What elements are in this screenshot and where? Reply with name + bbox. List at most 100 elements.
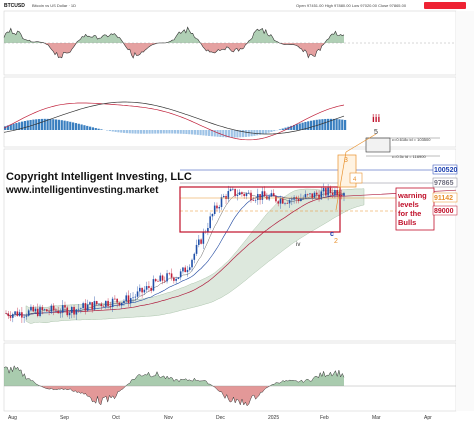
macd-bar <box>338 119 341 130</box>
symbol-title: BTCUSD <box>4 3 25 9</box>
tag-97865 <box>432 177 458 188</box>
rsi-fill-down <box>4 43 344 58</box>
candle-body <box>154 279 157 282</box>
candle-body <box>336 190 338 196</box>
rsi-line <box>3 26 345 59</box>
macd-bar <box>267 130 270 133</box>
macd-bar <box>327 118 330 130</box>
candle-body <box>14 311 16 315</box>
macd-bar <box>74 123 78 130</box>
candle-body <box>232 188 234 190</box>
macd-bar <box>151 130 154 134</box>
fib-top: c=0.618c id = 103500 <box>392 137 431 142</box>
macd-bar <box>193 130 197 135</box>
macd-bar <box>148 130 151 134</box>
axis-month-label: Feb <box>320 415 329 421</box>
osc-fill-down <box>4 386 344 406</box>
macd-bar <box>213 130 216 137</box>
macd-bar <box>315 119 318 130</box>
macd-bar <box>38 119 41 130</box>
macd-bar <box>162 130 165 134</box>
candle-body <box>227 191 230 200</box>
candle-body <box>89 302 91 305</box>
candle-body <box>304 194 307 198</box>
candle-body <box>161 275 164 281</box>
candle-body <box>259 194 261 200</box>
candle-body <box>284 203 286 204</box>
candle-body <box>179 271 182 278</box>
header-icon[interactable] <box>424 2 466 9</box>
candle-body <box>127 295 130 304</box>
macd-bar <box>12 123 15 130</box>
wave-3-label: 3 <box>344 157 348 164</box>
candle-body <box>32 306 35 312</box>
candle-body <box>23 316 25 318</box>
macd-bar <box>140 130 143 134</box>
candle-body <box>281 198 284 204</box>
consolidation-box <box>179 186 341 233</box>
candle-body <box>313 192 316 199</box>
candle-body <box>272 193 275 197</box>
macd-bar <box>131 130 134 134</box>
candle-body <box>184 267 187 273</box>
candle-body <box>116 298 118 303</box>
candle-body <box>39 307 41 317</box>
candle-body <box>61 305 64 313</box>
candle-body <box>75 309 78 315</box>
tag-100520-label: 100520 <box>434 167 457 174</box>
macd-bar <box>210 130 214 137</box>
macd-bar <box>55 119 58 130</box>
macd-bar <box>227 130 231 138</box>
candle-body <box>343 193 345 196</box>
macd-bar <box>205 130 208 136</box>
macd-bar <box>244 130 248 137</box>
macd-bar <box>278 129 282 130</box>
candle-body <box>291 199 293 201</box>
candle-body <box>327 187 329 196</box>
candlesticks <box>5 183 345 323</box>
candle-body <box>125 295 128 302</box>
axis-month-label: Apr <box>424 415 432 421</box>
macd-bar <box>321 119 324 130</box>
candle-body <box>114 298 116 300</box>
macd-bar <box>222 130 225 138</box>
candle-body <box>252 200 255 201</box>
candle-body <box>222 195 225 198</box>
candle-body <box>254 199 257 201</box>
candle-body <box>318 194 320 200</box>
rsi-series <box>3 26 456 59</box>
macd-bar <box>114 130 117 132</box>
candle-body <box>309 193 311 195</box>
axis-month-label: Nov <box>164 415 173 421</box>
candle-body <box>27 310 30 316</box>
macd-bar <box>108 130 112 132</box>
macd-bar <box>60 120 63 130</box>
candle-body <box>30 306 32 311</box>
macd-bar <box>191 130 194 135</box>
macd-bar <box>40 118 44 130</box>
macd-bar <box>66 121 69 130</box>
wave-2-label: 2 <box>334 238 338 245</box>
candle-body <box>18 312 21 316</box>
candle-body <box>59 312 62 314</box>
candle-body <box>200 239 202 244</box>
macd-bar <box>332 118 335 130</box>
candle-body <box>91 302 94 310</box>
candle-body <box>209 216 211 229</box>
macd-bar <box>123 130 126 133</box>
macd-bar <box>188 130 191 135</box>
macd-bar <box>256 130 259 136</box>
candle-body <box>238 192 241 195</box>
candle-body <box>234 188 236 196</box>
macd-bar <box>344 119 347 130</box>
candle-body <box>211 213 214 217</box>
candle-body <box>152 279 155 291</box>
candle-body <box>98 303 100 305</box>
macd-bar <box>52 119 55 130</box>
candle-body <box>216 205 218 209</box>
wave-c-label: c <box>330 231 334 238</box>
candle-body <box>109 306 112 307</box>
macd-bar <box>117 130 120 133</box>
